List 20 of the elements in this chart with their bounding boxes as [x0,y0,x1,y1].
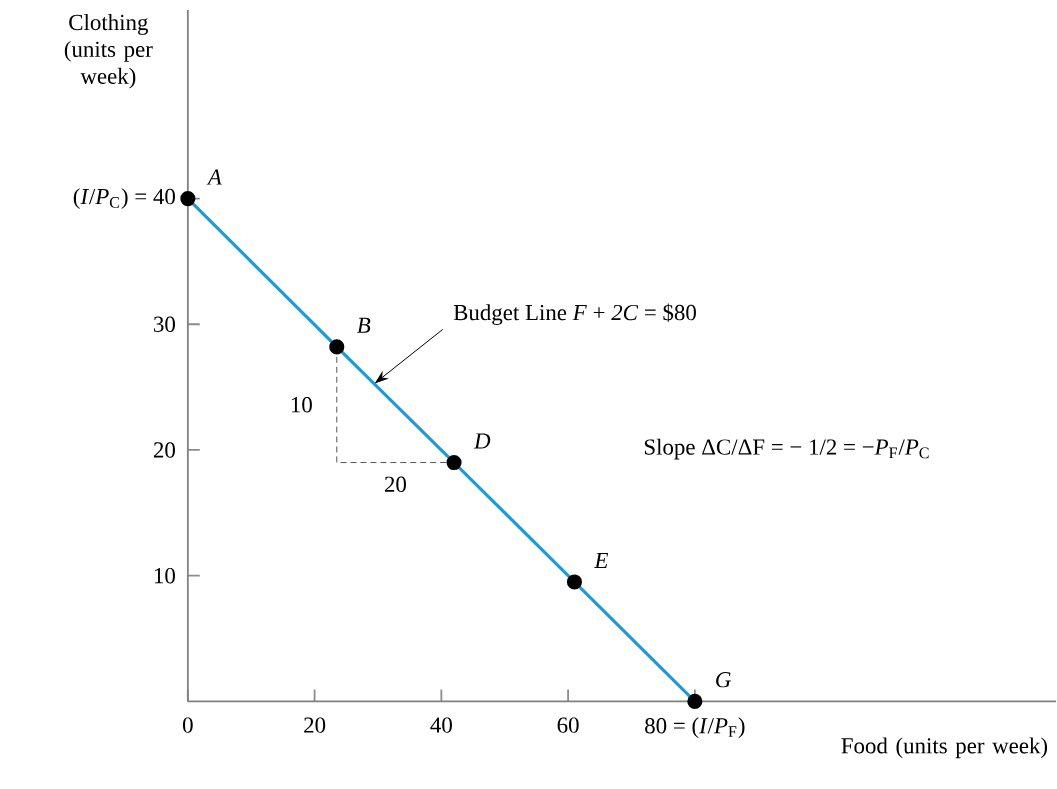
x-tick-label: 20 [304,717,326,733]
x-tick-label: 60 [557,717,579,733]
x-tick-label: 80 = (I/P$_{F}$) [645,717,745,738]
annotation: 20 [384,476,406,492]
annotation: B [357,317,371,333]
annotation: G [716,671,731,688]
annotation: E [594,552,609,568]
annotation: A [206,169,222,185]
x-tick-label: 40 [430,717,452,733]
y-tick-label: (I/P$_{C}$) = 40 [73,188,175,209]
y-axis-title: Clothing (units per week) [64,13,153,89]
x-axis-title: Food (units per week) [841,737,1048,758]
annotation: Budget Line F + 2C = $80 [453,303,696,325]
y-tick-label: 30 [154,316,175,332]
annotation: 10 [291,396,312,413]
y-tick-label: 20 [153,442,175,458]
annotation: Slope ΔC/ΔF = − 1/2 = −P$_{F}$/P$_{C}$ [644,438,929,460]
y-tick-label: 10 [154,567,175,584]
x-tick-label: 0 [183,717,193,733]
annotation: D [473,433,491,449]
